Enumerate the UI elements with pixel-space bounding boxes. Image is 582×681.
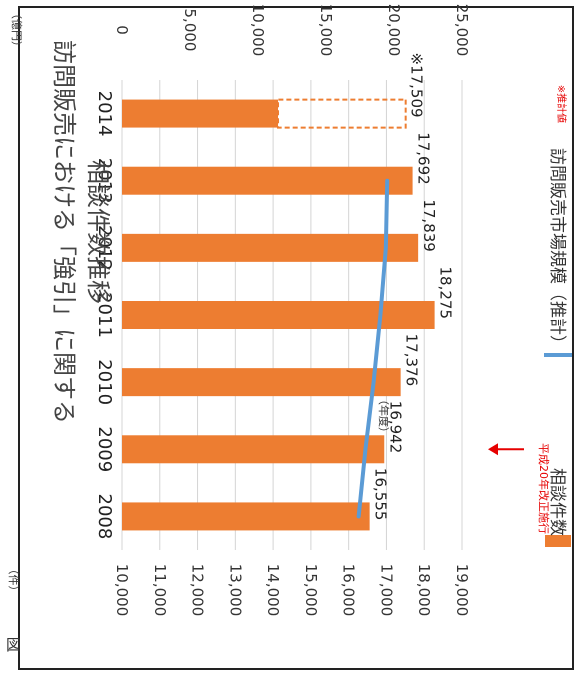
plot-area: 10,000 11,000 12,000 13,000 14,000 15,000 16,0… [94, 4, 568, 617]
chart-labels: 訪問販売における「強引」に関する 相談件数推移 （件） （億円） （年度） [7, 8, 391, 597]
y-left-tick-label: 10,000 [113, 564, 131, 617]
side-text: 図 [6, 636, 21, 654]
y-right-tick-label: 20,000 [385, 4, 403, 57]
x-tick-label: 2008 [94, 494, 115, 540]
y-right-unit-label: （億円） [10, 8, 23, 52]
y-left-tick-label: 18,000 [415, 564, 433, 617]
line-series-market-size [356, 178, 390, 519]
chart-frame [18, 6, 574, 670]
bar-2010 [122, 368, 401, 397]
y-right-tick-label: 15,000 [317, 4, 335, 57]
y-right-tick-label: 25,000 [453, 4, 471, 57]
x-tick-label: 2012 [94, 225, 115, 271]
bar-2008 [122, 502, 370, 531]
x-tick-label: 2009 [94, 426, 115, 472]
x-tick-label: 2011 [94, 292, 115, 338]
x-tick-label: 2014 [94, 91, 115, 137]
x-tick-label: 2013 [94, 158, 115, 204]
legend-bar-label: 相談件数 [547, 468, 567, 536]
chart-title-line-2: 相談件数推移 [84, 160, 112, 304]
y-left-tick-label: 16,000 [340, 564, 358, 617]
bar-2009 [122, 435, 385, 464]
x-tick-label: 2010 [94, 359, 115, 405]
bar-value-label: 17,376 [403, 334, 421, 387]
bar-value-label: ※17,509 [408, 53, 426, 118]
bar-2011 [122, 301, 435, 329]
y-left-tick-label: 15,000 [302, 564, 320, 617]
y-left-unit-label: （件） [7, 564, 20, 597]
annotation-estimate-text: ※推計値 [555, 85, 568, 123]
x-axis-label: （年度） [377, 394, 391, 438]
y-left-tick-label: 17,000 [377, 564, 395, 617]
y-right-tick-label: 10,000 [249, 4, 267, 57]
y-left-tick-label: 14,000 [264, 564, 282, 617]
bar-value-label: 18,275 [437, 267, 455, 320]
chart-title-line-1: 訪問販売における「強引」に関する [50, 40, 78, 424]
y-left-tick-label: 13,000 [226, 564, 244, 617]
bar-value-label: 16,942 [386, 401, 404, 454]
bar-2014-actual [121, 99, 279, 128]
y-left-tick-label: 12,000 [189, 564, 207, 617]
legend: 相談件数 訪問販売市場規模（推計） [544, 148, 572, 547]
bar-value-label: 17,692 [415, 132, 433, 185]
bar-value-label: 16,555 [372, 468, 390, 521]
bar-2014-estimate [277, 98, 407, 129]
y-right-tick-label: 0 [113, 25, 131, 35]
annotation-arrow-head [488, 443, 498, 456]
bar-2013 [122, 166, 413, 195]
annotation-revision-text: 平成20年改正施行 [537, 443, 551, 534]
y-right-tick-label: 5,000 [181, 9, 199, 52]
legend-line-label: 訪問販売市場規模（推計） [547, 148, 567, 352]
y-left-tick-label: 19,000 [453, 564, 471, 617]
y-left-tick-label: 11,000 [151, 564, 169, 617]
bar-2012 [121, 233, 419, 262]
bar-value-label: 17,839 [420, 199, 438, 252]
legend-bar-swatch [545, 535, 571, 547]
